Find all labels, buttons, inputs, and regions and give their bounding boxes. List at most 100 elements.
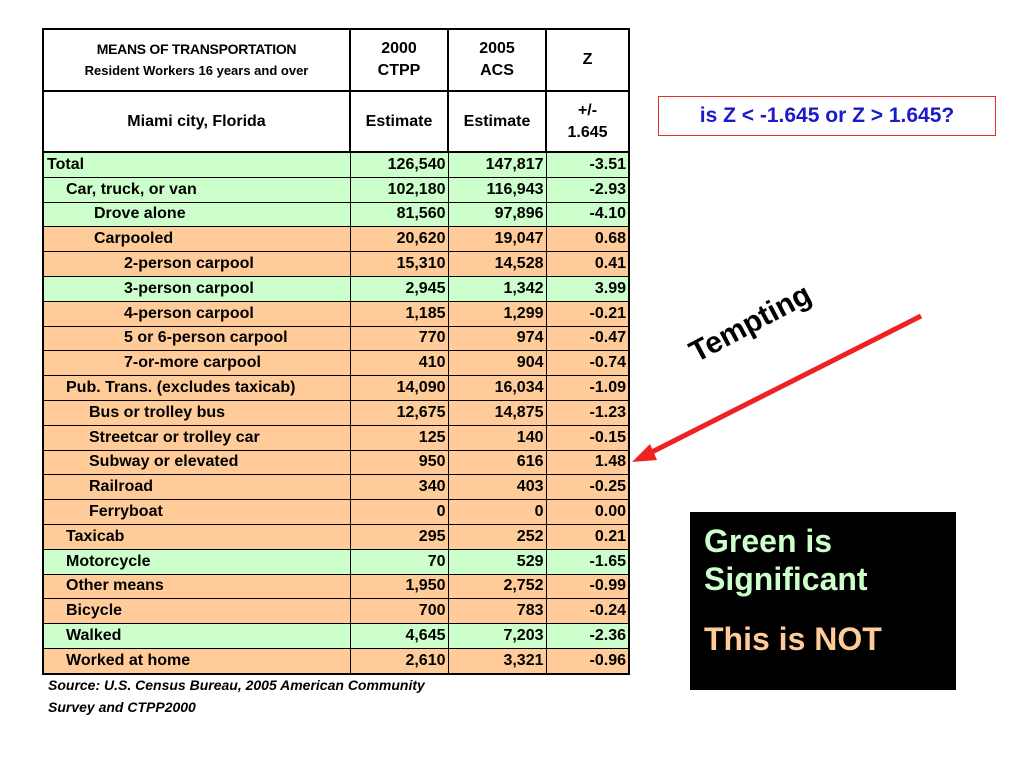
acs-estimate: 19,047 [447, 226, 547, 253]
table-title: MEANS OF TRANSPORTATION [96, 41, 297, 57]
acs-estimate: 974 [447, 325, 547, 352]
source-line-2: Survey and CTPP2000 [48, 699, 196, 715]
acs-estimate: 1,299 [447, 300, 547, 327]
ctpp-estimate: 770 [349, 325, 449, 352]
legend-not-significant: This is NOT [704, 621, 882, 657]
estimate-ctpp-cell: Estimate [349, 90, 449, 153]
z-score: 1.48 [545, 449, 630, 476]
ctpp-label: CTPP [377, 62, 421, 79]
acs-estimate: 14,528 [447, 251, 547, 277]
acs-estimate: 7,203 [447, 623, 547, 649]
acs-estimate: 147,817 [447, 151, 547, 178]
ctpp-estimate: 125 [349, 424, 449, 451]
row-label: 7-or-more carpool [42, 350, 351, 377]
row-label: Total [42, 151, 351, 178]
row-label: Motorcycle [42, 548, 351, 575]
table-row: 5 or 6-person carpool 770 974 -0.47 [42, 325, 630, 352]
ctpp-estimate: 340 [349, 474, 449, 501]
ctpp-estimate: 295 [349, 523, 449, 550]
row-label: Worked at home [42, 647, 351, 675]
z-score: -0.96 [545, 647, 630, 675]
table-row: Ferryboat 0 0 0.00 [42, 499, 630, 525]
header-ctpp-cell: 2000 CTPP [349, 28, 449, 92]
z-score: 0.68 [545, 226, 630, 253]
legend-box: Green is Significant This is NOT [690, 512, 956, 690]
acs-estimate: 2,752 [447, 573, 547, 600]
geography-cell: Miami city, Florida [42, 90, 351, 153]
header-row-2: Miami city, Florida Estimate Estimate +/… [42, 90, 630, 153]
z-score: 0.00 [545, 499, 630, 525]
z-score: -0.24 [545, 598, 630, 625]
estimate-acs-label: Estimate [463, 112, 531, 130]
z-label: Z [582, 51, 593, 68]
table-row: Total 126,540 147,817 -3.51 [42, 151, 630, 178]
table-row: 7-or-more carpool 410 904 -0.74 [42, 350, 630, 377]
ctpp-estimate: 700 [349, 598, 449, 625]
z-score: -1.09 [545, 375, 630, 401]
table-row: Carpooled 20,620 19,047 0.68 [42, 226, 630, 253]
arrow-head [632, 444, 657, 462]
header-row-1: MEANS OF TRANSPORTATION Resident Workers… [42, 28, 630, 92]
row-label: Subway or elevated [42, 449, 351, 476]
header-title-cell: MEANS OF TRANSPORTATION Resident Workers… [42, 28, 351, 92]
row-label: 2-person carpool [42, 251, 351, 277]
acs-estimate: 0 [447, 499, 547, 525]
z-threshold-cell: +/- 1.645 [545, 90, 630, 153]
z-score: 0.41 [545, 251, 630, 277]
ctpp-estimate: 2,610 [349, 647, 449, 675]
table-row: 2-person carpool 15,310 14,528 0.41 [42, 251, 630, 277]
row-label: Walked [42, 623, 351, 649]
row-label: Carpooled [42, 226, 351, 253]
row-label: Streetcar or trolley car [42, 424, 351, 451]
ctpp-estimate: 12,675 [349, 399, 449, 426]
acs-estimate: 140 [447, 424, 547, 451]
acs-estimate: 252 [447, 523, 547, 550]
table-row: Bus or trolley bus 12,675 14,875 -1.23 [42, 399, 630, 426]
row-label: 4-person carpool [42, 300, 351, 327]
source-line-1: Source: U.S. Census Bureau, 2005 America… [48, 677, 425, 693]
table-row: Other means 1,950 2,752 -0.99 [42, 573, 630, 600]
ctpp-estimate: 126,540 [349, 151, 449, 178]
z-threshold-value: 1.645 [567, 123, 608, 141]
z-score: -0.47 [545, 325, 630, 352]
z-score: -2.36 [545, 623, 630, 649]
z-score: -3.51 [545, 151, 630, 178]
row-label: Pub. Trans. (excludes taxicab) [42, 375, 351, 401]
ctpp-estimate: 81,560 [349, 201, 449, 228]
z-score: -0.21 [545, 300, 630, 327]
acs-estimate: 529 [447, 548, 547, 575]
ctpp-estimate: 1,950 [349, 573, 449, 600]
ctpp-estimate: 4,645 [349, 623, 449, 649]
row-label: Bus or trolley bus [42, 399, 351, 426]
source-note: Source: U.S. Census Bureau, 2005 America… [48, 674, 568, 718]
acs-estimate: 116,943 [447, 176, 547, 203]
acs-estimate: 1,342 [447, 275, 547, 302]
ctpp-estimate: 2,945 [349, 275, 449, 302]
table-row: 3-person carpool 2,945 1,342 3.99 [42, 275, 630, 302]
ctpp-estimate: 20,620 [349, 226, 449, 253]
table-row: Taxicab 295 252 0.21 [42, 523, 630, 550]
table-row: Worked at home 2,610 3,321 -0.96 [42, 647, 630, 675]
row-label: 5 or 6-person carpool [42, 325, 351, 352]
estimate-acs-cell: Estimate [447, 90, 547, 153]
ctpp-estimate: 410 [349, 350, 449, 377]
z-score: -1.65 [545, 548, 630, 575]
acs-estimate: 783 [447, 598, 547, 625]
table-row: 4-person carpool 1,185 1,299 -0.21 [42, 300, 630, 327]
header-acs-cell: 2005 ACS [447, 28, 547, 92]
legend-green-line-1: Green is [704, 523, 833, 559]
table-row: Streetcar or trolley car 125 140 -0.15 [42, 424, 630, 451]
table-subtitle: Resident Workers 16 years and over [84, 63, 309, 78]
row-label: Other means [42, 573, 351, 600]
acs-label: ACS [480, 62, 514, 79]
ctpp-year: 2000 [381, 40, 417, 57]
table-row: Subway or elevated 950 616 1.48 [42, 449, 630, 476]
z-threshold-sign: +/- [577, 101, 598, 119]
z-score: -0.74 [545, 350, 630, 377]
z-score: 3.99 [545, 275, 630, 302]
table-row: Car, truck, or van 102,180 116,943 -2.93 [42, 176, 630, 203]
z-score: -1.23 [545, 399, 630, 426]
row-label: Taxicab [42, 523, 351, 550]
